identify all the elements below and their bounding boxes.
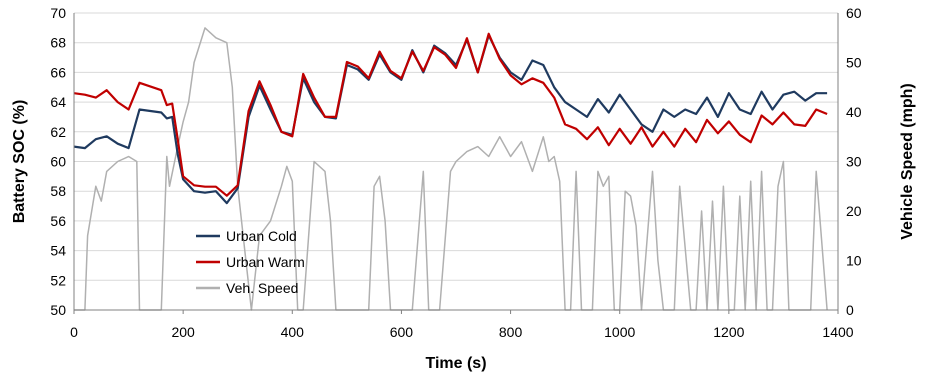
y2-tick-label: 40: [846, 104, 862, 120]
y2-tick-label: 0: [846, 302, 854, 318]
x-tick-label: 0: [70, 324, 78, 340]
x-tick-label: 200: [171, 324, 195, 340]
series-line-urban-cold: [73, 34, 828, 205]
x-tick-label: 1200: [713, 324, 744, 340]
y-tick-label: 70: [50, 5, 66, 21]
x-axis-title: Time (s): [425, 355, 486, 372]
legend-label: Veh. Speed: [226, 280, 298, 296]
y2-tick-label: 30: [846, 154, 862, 170]
y-tick-label: 56: [50, 213, 66, 229]
y-tick-label: 68: [50, 35, 66, 51]
y-tick-label: 50: [50, 302, 66, 318]
axes: [73, 13, 839, 314]
y2-tick-label: 50: [846, 55, 862, 71]
legend: Urban Cold Urban Warm Veh. Speed: [196, 228, 305, 296]
legend-label: Urban Warm: [226, 254, 305, 270]
y-tick-label: 62: [50, 124, 66, 140]
y-tick-label: 64: [50, 94, 66, 110]
legend-label: Urban Cold: [226, 228, 297, 244]
y-tick-label: 66: [50, 64, 66, 80]
y-tick-label: 60: [50, 154, 66, 170]
x-tick-label: 1400: [822, 324, 853, 340]
y-tick-label: 52: [50, 272, 66, 288]
x-tick-label: 400: [281, 324, 305, 340]
x-tick-label: 800: [499, 324, 523, 340]
y2-tick-label: 10: [846, 253, 862, 269]
y-tick-label: 58: [50, 183, 66, 199]
y-axis-title: Battery SOC (%): [11, 100, 28, 224]
y2-tick-label: 60: [846, 5, 862, 21]
series-lines: [73, 27, 828, 311]
series-line-urban-warm: [73, 32, 828, 197]
y2-axis-title: Vehicle Speed (mph): [899, 83, 916, 239]
series-line-veh-speed: [74, 27, 828, 311]
x-tick-label: 1000: [604, 324, 635, 340]
x-tick-label: 600: [390, 324, 414, 340]
y2-tick-label: 20: [846, 203, 862, 219]
y-tick-label: 54: [50, 243, 66, 259]
